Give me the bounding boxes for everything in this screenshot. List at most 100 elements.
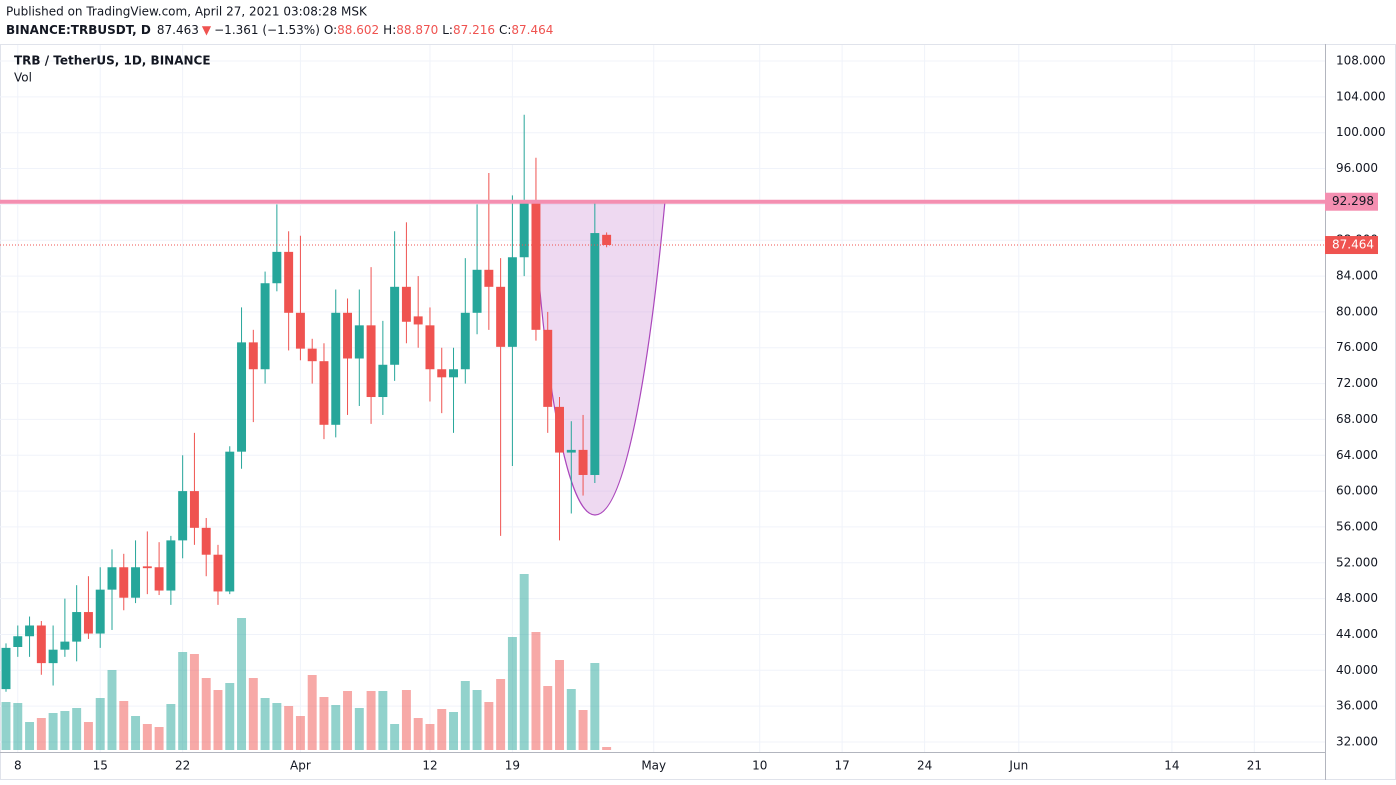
x-tick-label: 12 xyxy=(422,759,437,773)
grid xyxy=(0,45,1325,752)
candle-body xyxy=(201,527,211,555)
volume-bar xyxy=(425,724,435,750)
candle-body xyxy=(496,286,506,347)
volume-bar xyxy=(131,716,141,750)
price-label: 87.464 xyxy=(1332,238,1374,252)
y-tick-label: 36.000 xyxy=(1336,699,1378,713)
volume-layer xyxy=(1,574,612,750)
symbol: BINANCE:TRBUSDT, D xyxy=(6,23,151,37)
volume-bar xyxy=(566,689,576,750)
candle-body xyxy=(378,364,388,398)
volume-bar xyxy=(319,697,329,750)
volume-bar xyxy=(602,747,612,750)
x-tick-label: Apr xyxy=(290,759,311,773)
y-tick-label: 108.000 xyxy=(1336,54,1386,68)
frame xyxy=(0,44,1396,780)
volume-bar xyxy=(307,675,317,750)
candle-body xyxy=(390,286,400,365)
o-value: 88.602 xyxy=(337,23,379,37)
y-tick-label: 80.000 xyxy=(1336,304,1378,318)
x-tick-label: 15 xyxy=(93,759,108,773)
candle-body xyxy=(555,406,564,453)
candle-body xyxy=(95,589,105,634)
volume-bar xyxy=(378,691,388,750)
volume-bar xyxy=(578,710,588,750)
h-label: H: xyxy=(383,23,396,37)
volume-bar xyxy=(484,702,494,750)
y-tick-label: 72.000 xyxy=(1336,376,1378,390)
volume-bar xyxy=(519,574,529,750)
volume-bar xyxy=(36,718,46,750)
y-tick-label: 68.000 xyxy=(1336,412,1378,426)
candle-body xyxy=(449,369,458,378)
volume-bar xyxy=(107,670,117,750)
volume-bar xyxy=(166,704,176,750)
x-tick-label: 21 xyxy=(1247,759,1262,773)
candle-body xyxy=(343,312,353,359)
x-tick-label: 14 xyxy=(1164,759,1179,773)
candle-body xyxy=(472,269,482,313)
candle-body xyxy=(83,612,93,634)
candle-body xyxy=(366,325,376,398)
candle-body xyxy=(484,269,494,287)
candle-body xyxy=(531,200,541,330)
candle-body xyxy=(248,342,258,370)
volume-bar xyxy=(189,654,199,750)
volume-bar xyxy=(13,703,23,750)
y-tick-label: 44.000 xyxy=(1336,627,1378,641)
x-tick-label: 22 xyxy=(175,759,190,773)
candle-body xyxy=(590,233,600,475)
y-tick-label: 76.000 xyxy=(1336,340,1378,354)
candle-body xyxy=(225,451,235,592)
candle-body xyxy=(72,612,82,642)
candle-body xyxy=(107,567,117,590)
candle-body xyxy=(48,649,58,664)
chart-title: TRB / TetherUS, 1D, BINANCE xyxy=(14,54,211,68)
candle-body xyxy=(307,348,317,362)
volume-label: Vol xyxy=(14,71,32,85)
volume-bar xyxy=(1,702,11,750)
volume-bar xyxy=(543,686,553,750)
candle-body xyxy=(60,641,70,650)
volume-bar xyxy=(284,706,294,750)
change: −1.361 (−1.53%) xyxy=(214,23,320,37)
volume-bar xyxy=(590,663,600,750)
volume-bar xyxy=(225,683,235,750)
candle-body xyxy=(437,369,447,378)
candle-body xyxy=(578,449,588,475)
h-value: 88.870 xyxy=(396,23,438,37)
candle-body xyxy=(401,286,411,322)
volume-bar xyxy=(48,713,58,750)
o-label: O: xyxy=(324,23,337,37)
volume-bar xyxy=(437,709,447,750)
candle-body xyxy=(602,234,612,246)
last: 87.463 xyxy=(157,23,199,37)
candle-body xyxy=(178,491,188,541)
volume-bar xyxy=(531,632,541,750)
y-tick-label: 60.000 xyxy=(1336,484,1378,498)
level-label-box xyxy=(1325,192,1378,211)
volume-bar xyxy=(237,618,247,750)
y-tick-label: 40.000 xyxy=(1336,663,1378,677)
candle-body xyxy=(260,283,270,370)
candle-body xyxy=(543,329,553,407)
y-tick-label: 64.000 xyxy=(1336,448,1378,462)
x-tick-label: 10 xyxy=(752,759,767,773)
candle-body xyxy=(13,636,23,647)
x-tick-label: May xyxy=(641,759,666,773)
overlay-layer: 32.000 36.000 40.000 44.000 48.000 52.000 56.0… xyxy=(0,54,1386,773)
y-tick-label: 104.000 xyxy=(1336,89,1386,103)
arrow: ▼ xyxy=(202,23,212,37)
candle-body xyxy=(1,647,11,690)
volume-bar xyxy=(401,690,411,750)
volume-bar xyxy=(83,722,93,750)
candle-body xyxy=(331,312,341,425)
volume-bar xyxy=(72,708,82,750)
candle-body xyxy=(119,567,129,598)
x-tick-label: 8 xyxy=(14,759,22,773)
y-tick-label: 96.000 xyxy=(1336,161,1378,175)
volume-bar xyxy=(178,652,188,750)
c-label: C: xyxy=(499,23,511,37)
candle-body xyxy=(272,251,282,284)
